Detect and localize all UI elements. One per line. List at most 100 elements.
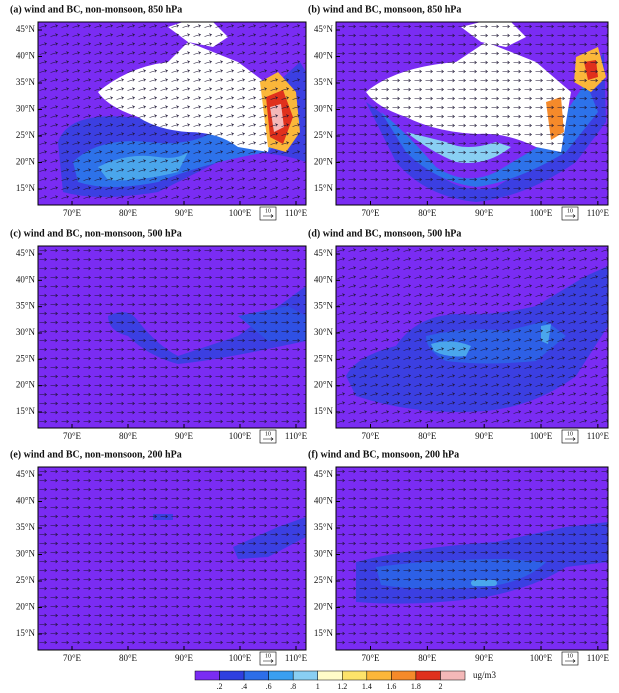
panel-title: (a) wind and BC, non-monsoon, 850 hPa xyxy=(10,4,182,15)
ref-vector-arrow xyxy=(263,659,274,663)
lon-label: 100°E xyxy=(229,208,252,218)
colorbar-swatch xyxy=(415,670,441,681)
lon-label: 110°E xyxy=(587,431,610,441)
lon-label: 80°E xyxy=(119,208,138,218)
colorbar-label: 1.2 xyxy=(337,682,347,691)
lat-label: 40°N xyxy=(16,274,36,284)
lat-label: 15°N xyxy=(16,183,36,193)
lat-label: 35°N xyxy=(16,522,36,532)
colorbar-swatch xyxy=(391,670,417,681)
colorbar-label: 1.4 xyxy=(362,682,372,691)
lon-label: 110°E xyxy=(285,208,308,218)
lon-label: 90°E xyxy=(175,208,194,218)
lat-label: 25°N xyxy=(314,575,334,585)
lat-label: 45°N xyxy=(16,248,36,258)
map-panel xyxy=(37,21,307,206)
lon-label: 70°E xyxy=(361,431,380,441)
lon-label: 110°E xyxy=(285,653,308,663)
lat-label: 15°N xyxy=(16,628,36,638)
lat-label: 30°N xyxy=(16,549,36,559)
lat-label: 15°N xyxy=(314,183,334,193)
ref-vector-label: 10 xyxy=(265,208,271,214)
colorbar-label: .6 xyxy=(266,682,272,691)
colorbar-swatch xyxy=(440,670,466,681)
colorbar-swatch xyxy=(268,670,294,681)
colorbar-label: .4 xyxy=(241,682,247,691)
lat-label: 30°N xyxy=(314,104,334,114)
lon-label: 100°E xyxy=(530,653,553,663)
lon-label: 70°E xyxy=(361,653,380,663)
lon-label: 90°E xyxy=(475,431,494,441)
ref-vector-label: 10 xyxy=(265,431,271,437)
map-panel xyxy=(37,245,307,429)
lat-label: 25°N xyxy=(16,130,36,140)
lat-label: 45°N xyxy=(16,469,36,479)
panel-title: (f) wind and BC, monsoon, 200 hPa xyxy=(308,449,459,460)
panel-title: (b) wind and BC, monsoon, 850 hPa xyxy=(308,4,461,15)
colorbar-unit: ug/m3 xyxy=(473,670,497,680)
lat-label: 20°N xyxy=(16,380,36,390)
lon-label: 90°E xyxy=(175,653,194,663)
lat-label: 35°N xyxy=(314,77,334,87)
lat-label: 35°N xyxy=(314,301,334,311)
lat-label: 30°N xyxy=(16,104,36,114)
lat-label: 20°N xyxy=(314,380,334,390)
lat-label: 25°N xyxy=(314,130,334,140)
lat-label: 40°N xyxy=(314,51,334,61)
lon-label: 70°E xyxy=(63,653,82,663)
ref-vector-label: 10 xyxy=(567,653,573,659)
ref-vector-arrow xyxy=(263,214,274,218)
lat-label: 40°N xyxy=(16,496,36,506)
ref-vector-label: 10 xyxy=(567,208,573,214)
colorbar-label: 1 xyxy=(316,682,320,691)
colorbar-swatch xyxy=(292,670,318,681)
lat-label: 20°N xyxy=(314,157,334,167)
panel-title: (c) wind and BC, non-monsoon, 500 hPa xyxy=(10,228,182,239)
lat-label: 45°N xyxy=(314,248,334,258)
colorbar-label: .8 xyxy=(290,682,296,691)
lon-label: 110°E xyxy=(587,653,610,663)
colorbar-swatch xyxy=(317,670,343,681)
lon-label: 80°E xyxy=(418,431,437,441)
lat-label: 35°N xyxy=(314,522,334,532)
colorbar-label: .2 xyxy=(217,682,223,691)
lon-label: 90°E xyxy=(475,208,494,218)
colorbar-swatch xyxy=(219,670,245,681)
lat-label: 25°N xyxy=(314,353,334,363)
ref-vector-label: 10 xyxy=(567,431,573,437)
lon-label: 90°E xyxy=(175,431,194,441)
panel-title: (d) wind and BC, monsoon, 500 hPa xyxy=(308,228,461,239)
lat-label: 15°N xyxy=(314,628,334,638)
lon-label: 80°E xyxy=(418,653,437,663)
lat-label: 40°N xyxy=(314,274,334,284)
lon-label: 70°E xyxy=(63,208,82,218)
colorbar-label: 1.6 xyxy=(386,682,396,691)
colorbar-swatch xyxy=(194,670,220,681)
lon-label: 80°E xyxy=(418,208,437,218)
lat-label: 15°N xyxy=(16,406,36,416)
lon-label: 100°E xyxy=(229,431,252,441)
map-panel xyxy=(37,466,307,651)
colorbar-label: 1.8 xyxy=(411,682,421,691)
lat-label: 30°N xyxy=(314,549,334,559)
colorbar-swatch xyxy=(366,670,392,681)
panel-title: (e) wind and BC, non-monsoon, 200 hPa xyxy=(10,449,182,460)
lon-label: 110°E xyxy=(587,208,610,218)
map-panel xyxy=(335,466,609,651)
lon-label: 80°E xyxy=(119,653,138,663)
ref-vector-arrow xyxy=(263,437,274,441)
lat-label: 25°N xyxy=(16,353,36,363)
lat-label: 20°N xyxy=(16,157,36,167)
lat-label: 35°N xyxy=(16,77,36,87)
lon-label: 100°E xyxy=(530,208,553,218)
lon-label: 100°E xyxy=(229,653,252,663)
lat-label: 20°N xyxy=(314,602,334,612)
map-panel xyxy=(335,245,609,429)
ref-vector-label: 10 xyxy=(265,653,271,659)
lon-label: 110°E xyxy=(285,431,308,441)
colorbar-label: 2 xyxy=(438,682,442,691)
ref-vector-arrow xyxy=(565,659,576,663)
colorbar-swatch xyxy=(342,670,368,681)
colorbar-swatch xyxy=(243,670,269,681)
